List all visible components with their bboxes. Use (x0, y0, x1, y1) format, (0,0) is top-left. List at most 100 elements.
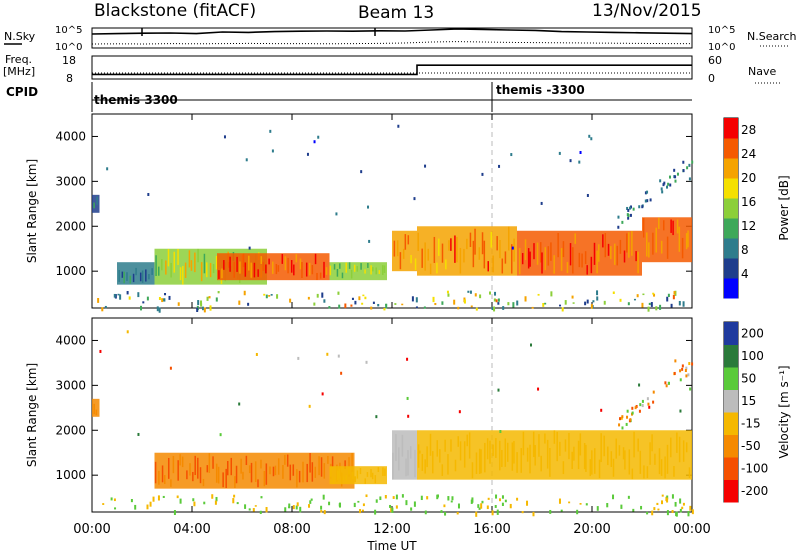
velocity-near-range-echo (689, 505, 692, 511)
power-speckle (533, 243, 535, 260)
power-speckle (407, 235, 410, 245)
power-speckle (329, 265, 332, 276)
power-near-range-echo (544, 302, 547, 305)
power-near-range-echo (415, 297, 418, 303)
power-speckle (448, 240, 450, 251)
power-speckle (151, 268, 153, 275)
velocity-near-range-echo (254, 505, 257, 507)
velocity-speckle (177, 460, 179, 481)
velocity-near-range-echo (632, 508, 635, 512)
power-speckle (529, 251, 531, 267)
velocity-speckle (240, 458, 242, 474)
velocity-near-range-echo (576, 509, 579, 515)
velocity-speckle (529, 444, 531, 474)
power-sparse-echo (511, 246, 514, 250)
power-speckle (271, 261, 274, 274)
power-speckle (441, 243, 444, 263)
power-sparse-echo (397, 124, 400, 128)
power-speckle (167, 249, 170, 267)
velocity-near-range-echo (487, 497, 490, 500)
power-speckle (616, 245, 619, 266)
power-far-range-echo (661, 190, 664, 194)
power-speckle (562, 241, 565, 258)
power-speckle (370, 265, 372, 275)
velocity-speckle (454, 459, 457, 472)
velocity-near-range-echo (260, 496, 263, 499)
velocity-speckle (463, 441, 466, 468)
velocity-near-range-echo (162, 495, 165, 498)
power-near-range-echo (338, 304, 341, 309)
velocity-near-range-echo (410, 507, 413, 511)
power-speckle (257, 269, 259, 277)
velocity-near-range-echo (232, 498, 235, 504)
power-sparse-echo (688, 177, 691, 181)
power-far-range-echo (621, 220, 624, 224)
velocity-speckle (282, 464, 284, 479)
power-near-range-echo (140, 305, 143, 311)
x-tick-label: 08:00 (273, 522, 310, 537)
power-near-range-echo (489, 291, 492, 295)
power-far-range-echo (688, 163, 691, 167)
power-speckle (221, 268, 223, 279)
velocity-near-range-echo (656, 502, 659, 506)
power-near-range-echo (652, 292, 655, 295)
power-far-range-echo (629, 206, 632, 210)
power-near-range-echo (156, 306, 159, 312)
power-far-range-echo (673, 168, 676, 172)
velocity-far-range-echo (688, 362, 691, 366)
power-speckle (250, 262, 252, 278)
velocity-near-range-echo (284, 507, 287, 512)
velocity-near-range-echo (392, 496, 395, 499)
power-near-range-echo (263, 293, 266, 296)
velocity-far-range-echo (641, 399, 644, 403)
y-tick-label: 2000 (55, 219, 86, 233)
power-speckle (456, 237, 458, 263)
x-tick-label: 00:00 (73, 522, 110, 537)
power-speckle (628, 232, 630, 258)
velocity-speckle (345, 474, 347, 481)
power-colorbar-segment (724, 118, 738, 139)
velocity-near-range-echo (308, 504, 311, 508)
velocity-far-range-echo (681, 364, 684, 368)
power-speckle (648, 242, 650, 258)
velocity-speckle (643, 465, 645, 479)
power-speckle (610, 246, 612, 260)
velocity-near-range-echo (362, 503, 365, 507)
power-near-range-echo (385, 304, 388, 306)
nsearch-tick-label: 10^0 (708, 42, 735, 53)
power-near-range-echo (559, 304, 562, 307)
velocity-colorbar-segment (724, 344, 738, 368)
power-speckle (687, 230, 689, 248)
power-far-range-echo (617, 215, 620, 219)
velocity-speckle (161, 465, 164, 483)
velocity-near-range-echo (420, 495, 423, 501)
velocity-speckle (444, 439, 446, 452)
velocity-speckle (664, 456, 666, 479)
velocity-speckle (660, 459, 663, 476)
power-near-range-echo (666, 296, 669, 302)
velocity-speckle (513, 440, 515, 464)
power-speckle (474, 228, 476, 255)
velocity-speckle (320, 457, 323, 477)
velocity-sparse-echo (297, 356, 300, 360)
velocity-speckle (194, 455, 196, 476)
power-near-range-echo (104, 305, 107, 309)
freq-panel-frame (91, 55, 693, 80)
velocity-speckle (682, 440, 685, 462)
power-speckle (190, 260, 193, 271)
velocity-speckle (327, 455, 329, 464)
power-colorbar-segment (724, 178, 738, 199)
power-near-range-echo (97, 298, 100, 303)
power-colorbar-segment (724, 278, 738, 299)
velocity-speckle (348, 467, 350, 475)
power-near-range-echo (423, 306, 426, 309)
power-speckle (182, 265, 184, 285)
power-near-range-echo (542, 302, 545, 307)
velocity-near-range-echo (405, 500, 408, 506)
power-near-range-echo (647, 306, 650, 312)
nsearch-label: N.Search (747, 30, 797, 43)
velocity-near-range-echo (322, 494, 325, 500)
velocity-near-range-echo (252, 508, 255, 512)
velocity-speckle (501, 449, 503, 467)
velocity-speckle (272, 466, 275, 477)
